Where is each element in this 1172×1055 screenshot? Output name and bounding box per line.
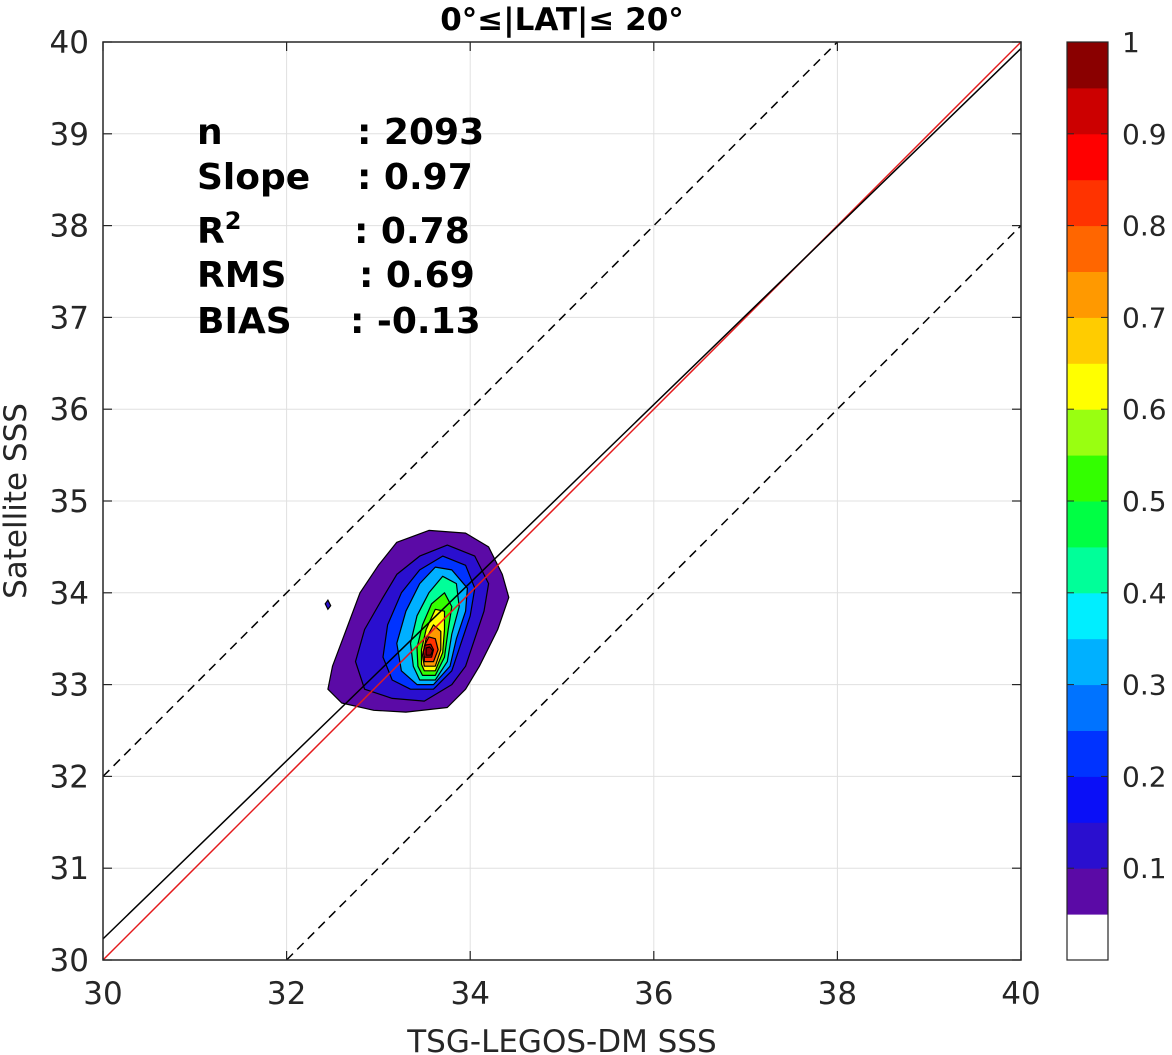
stat-label-text: Slope — [197, 157, 310, 198]
colorbar-tick-label: 0.8 — [1122, 210, 1167, 243]
x-tick-label: 40 — [1001, 976, 1040, 1012]
colorbar-segment — [1067, 914, 1108, 961]
colorbar-tick-label: 0.5 — [1122, 485, 1167, 518]
stat-label-text: RMS — [197, 255, 286, 296]
colorbar-segment — [1067, 225, 1108, 272]
x-axis-title: TSG-LEGOS-DM SSS — [406, 1024, 716, 1055]
colorbar-tick-label: 0.1 — [1122, 852, 1167, 885]
colorbar-segment — [1067, 546, 1108, 594]
stat-value: : 0.97 — [357, 157, 473, 198]
y-tick-label: 38 — [50, 209, 89, 245]
colorbar-segment — [1067, 501, 1108, 548]
y-tick-label: 32 — [50, 759, 89, 795]
colorbar-tick-label: 1 — [1122, 26, 1140, 59]
y-tick-label: 34 — [50, 576, 89, 612]
y-tick-label: 35 — [50, 484, 89, 520]
colorbar-segment — [1067, 363, 1108, 410]
colorbar-segment — [1067, 730, 1108, 777]
line-offset-upper — [102, 41, 838, 777]
stat-value: : 2093 — [357, 112, 484, 153]
colorbar-segment — [1067, 684, 1108, 731]
x-tick-label: 34 — [450, 976, 489, 1012]
colorbar-segment — [1067, 42, 1108, 89]
colorbar-segment — [1067, 776, 1108, 823]
stat-label: RMS — [197, 255, 286, 296]
colorbar-tick-label: 0.6 — [1122, 393, 1167, 426]
colorbar-segment — [1067, 638, 1108, 686]
colorbar-tick-label: 0.3 — [1122, 669, 1167, 702]
density-contours — [324, 529, 510, 713]
y-tick-label: 33 — [50, 668, 89, 704]
line-regression — [102, 47, 1022, 940]
stat-value: : 0.69 — [359, 255, 475, 296]
colorbar-segment — [1067, 409, 1108, 456]
colorbar-segment — [1067, 271, 1108, 318]
colorbar-segment — [1067, 179, 1108, 227]
reference-lines — [102, 41, 1022, 961]
colorbar-tick-label: 0.2 — [1122, 760, 1167, 793]
density-isolated-blob — [324, 598, 332, 611]
stat-label: Slope — [197, 157, 310, 198]
density-contour-10 — [425, 646, 434, 656]
x-tick-label: 36 — [634, 976, 673, 1012]
colorbar: 0.1 0.2 0.3 0.4 0.5 0.6 0.7 0.8 0.9 1 — [1066, 26, 1167, 961]
y-tick-label: 31 — [50, 851, 89, 887]
line-offset-lower — [286, 225, 1022, 961]
stat-label-text: R — [197, 211, 225, 252]
x-tick-label: 38 — [818, 976, 857, 1012]
colorbar-tick-label: 0.7 — [1122, 301, 1167, 334]
colorbar-segment — [1067, 317, 1108, 364]
stat-superscript: 2 — [225, 207, 242, 235]
stat-label: R2 — [197, 207, 241, 252]
y-axis-title: Satellite SSS — [0, 403, 34, 599]
colorbar-segment — [1067, 592, 1108, 640]
colorbar-segment — [1067, 133, 1108, 181]
y-tick-label: 30 — [50, 943, 89, 979]
chart-title: 0°≤|LAT|≤ 20° — [440, 2, 684, 38]
stat-label: BIAS — [197, 301, 292, 342]
stat-value: : -0.13 — [350, 301, 481, 342]
colorbar-segment — [1067, 822, 1108, 869]
line-one-to-one — [102, 41, 1022, 961]
stat-label-text: BIAS — [197, 301, 292, 342]
y-tick-label: 40 — [50, 25, 89, 61]
x-tick-label: 32 — [267, 976, 306, 1012]
colorbar-tick-label: 0.9 — [1122, 118, 1167, 151]
stat-value: : 0.78 — [354, 211, 470, 252]
y-tick-label: 37 — [50, 300, 89, 336]
stat-label-text: n — [197, 112, 223, 153]
colorbar-segment — [1067, 455, 1108, 502]
axis-ticks: 30 32 34 36 38 40 30 31 32 33 34 35 36 37 38 39 40 — [50, 25, 1041, 1012]
colorbar-tick-label: 0.4 — [1122, 577, 1167, 610]
y-tick-label: 39 — [50, 117, 89, 153]
y-tick-label: 36 — [50, 392, 89, 428]
statistics-box: n : 2093 Slope : 0.97 R2 : 0.78 RMS : 0.69 BIAS:… — [197, 112, 484, 342]
x-tick-label: 30 — [83, 976, 122, 1012]
colorbar-segment — [1067, 868, 1108, 915]
stat-label: n — [197, 112, 223, 153]
colorbar-segment — [1067, 87, 1108, 135]
